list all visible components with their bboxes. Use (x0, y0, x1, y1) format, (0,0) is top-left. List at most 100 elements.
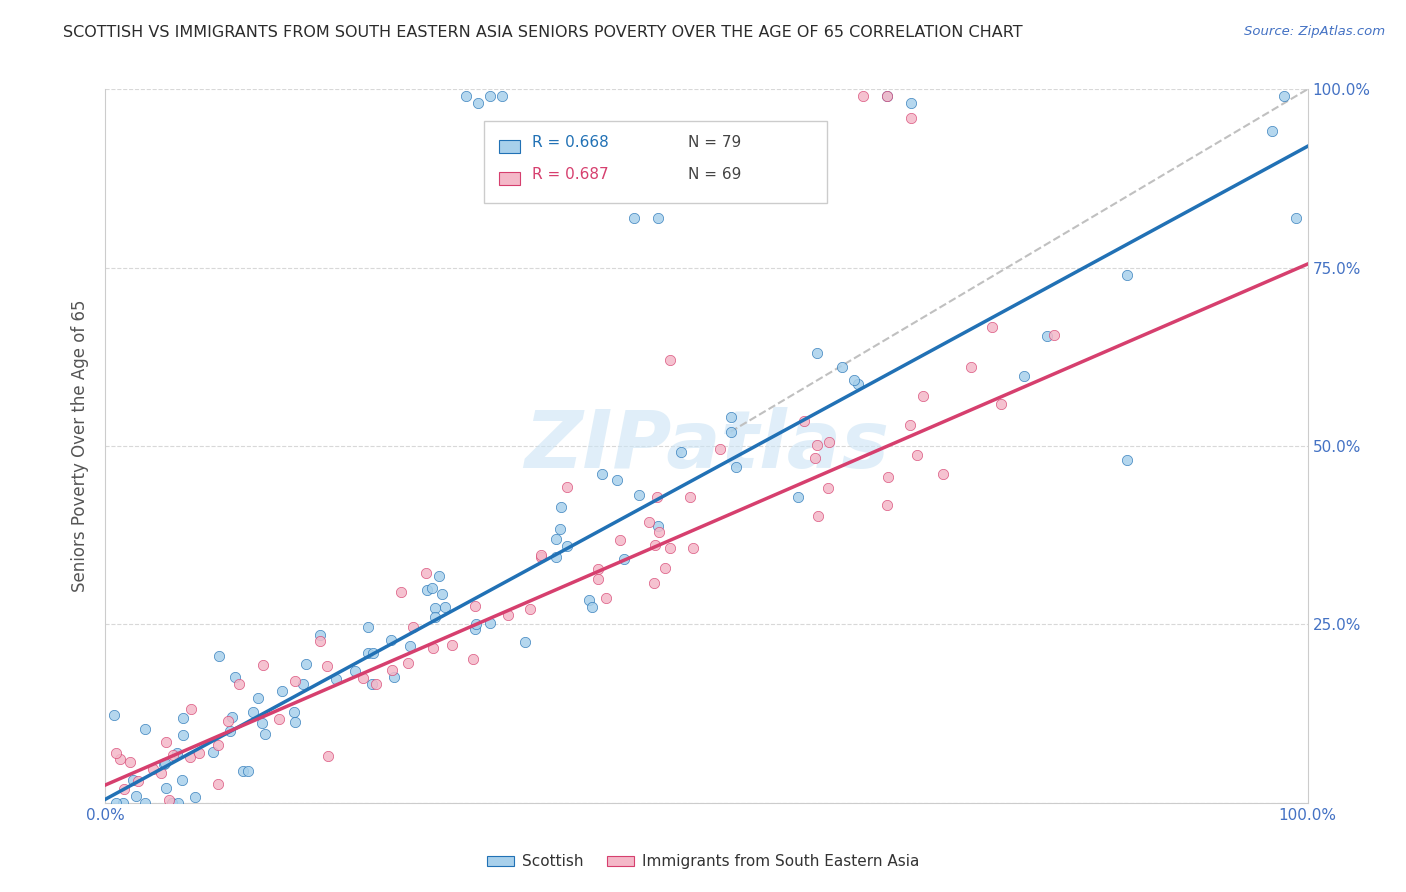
Point (1284, 211, 1306, 226)
Point (709, 442, 731, 456)
Point (876, 470, 898, 484)
Text: Source: ZipAtlas.com: Source: ZipAtlas.com (1244, 25, 1385, 38)
FancyBboxPatch shape (499, 172, 520, 185)
Point (187, 747, 209, 761)
Point (308, 633, 330, 648)
Point (103, 707, 125, 722)
Point (157, 793, 180, 807)
Point (464, 599, 486, 614)
Point (153, 756, 176, 770)
Point (647, 490, 669, 504)
Point (134, 722, 156, 736)
Point (221, 709, 243, 723)
Point (817, 435, 839, 450)
Point (831, 359, 853, 374)
FancyBboxPatch shape (499, 140, 520, 153)
Point (846, 377, 869, 392)
Point (422, 640, 444, 655)
Point (793, 414, 815, 428)
Point (415, 566, 437, 580)
Point (1012, 368, 1035, 383)
Point (183, 790, 205, 805)
Point (252, 715, 274, 730)
Point (496, 607, 519, 622)
Point (381, 664, 404, 678)
Point (546, 532, 568, 546)
Point (609, 533, 631, 548)
Point (898, 417, 921, 432)
Point (396, 656, 419, 670)
Text: R = 0.687: R = 0.687 (533, 168, 609, 182)
Point (648, 524, 671, 539)
Point (122, 772, 145, 787)
Text: ZIPatlas: ZIPatlas (524, 407, 889, 485)
Point (546, 549, 568, 564)
Point (519, 602, 541, 616)
Y-axis label: Seniors Poverty Over the Age of 65: Seniors Poverty Over the Age of 65 (72, 300, 90, 592)
Point (238, 764, 260, 779)
Point (581, 599, 603, 614)
Point (671, 444, 693, 458)
Point (876, 89, 898, 103)
Point (242, 705, 264, 719)
Point (427, 569, 450, 583)
Point (134, 796, 156, 810)
Point (423, 601, 446, 615)
Text: N = 79: N = 79 (689, 136, 742, 150)
Point (1260, 124, 1282, 138)
Point (900, 96, 922, 111)
Point (284, 714, 307, 729)
Point (343, 664, 366, 678)
Point (356, 646, 378, 660)
Point (1116, 268, 1139, 282)
Point (352, 671, 374, 685)
Point (627, 488, 650, 502)
Point (1272, 89, 1295, 103)
Point (207, 777, 229, 791)
Point (180, 702, 202, 716)
Point (530, 548, 553, 562)
Point (852, 89, 875, 103)
Point (1116, 453, 1139, 467)
Point (356, 620, 378, 634)
Point (613, 551, 636, 566)
Point (876, 89, 898, 103)
Point (283, 706, 305, 720)
Point (252, 657, 274, 672)
Point (659, 541, 682, 556)
Point (172, 728, 194, 742)
Point (720, 425, 742, 439)
Point (806, 438, 828, 452)
Point (361, 677, 384, 691)
Point (643, 576, 665, 591)
Point (591, 467, 613, 481)
Point (254, 727, 277, 741)
Point (118, 755, 141, 769)
Point (202, 745, 225, 759)
Point (389, 585, 412, 599)
Point (247, 690, 270, 705)
Point (990, 397, 1012, 411)
Point (550, 522, 572, 536)
Point (207, 738, 229, 752)
Point (420, 582, 443, 596)
Point (224, 671, 246, 685)
Point (283, 674, 305, 689)
Point (380, 632, 402, 647)
Point (430, 587, 453, 601)
Point (105, 796, 128, 810)
Legend: Scottish, Immigrants from South Eastern Asia: Scottish, Immigrants from South Eastern … (481, 848, 925, 875)
Point (166, 746, 188, 760)
Point (217, 714, 239, 729)
Point (105, 746, 128, 760)
Point (530, 549, 553, 564)
Point (725, 460, 748, 475)
Point (876, 498, 898, 512)
Point (361, 646, 384, 660)
Point (155, 780, 177, 795)
Point (491, 89, 513, 103)
Point (125, 789, 148, 803)
Point (1036, 329, 1059, 343)
Point (149, 766, 172, 780)
Point (228, 677, 250, 691)
